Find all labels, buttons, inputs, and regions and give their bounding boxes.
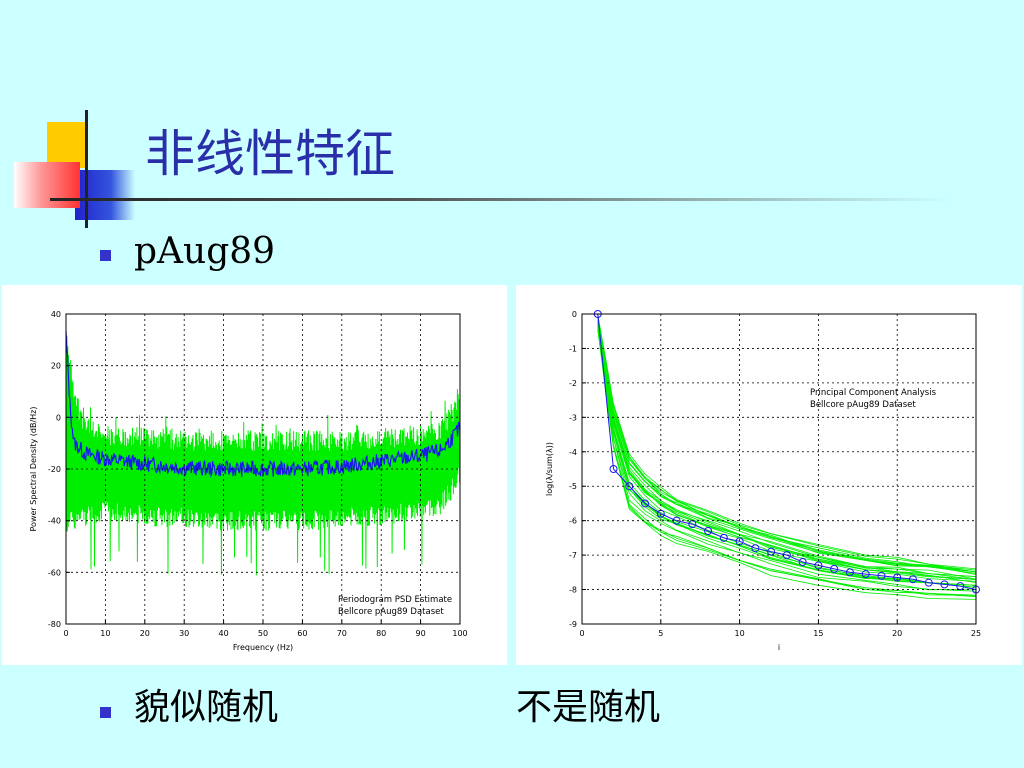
green-pca-curve — [597, 319, 977, 581]
blue-data-point — [924, 578, 933, 587]
x-tick-label: 80 — [376, 629, 386, 638]
x-tick-label: 5 — [658, 629, 663, 638]
bullet-text-seemingly-random: 貌似随机 — [134, 687, 279, 728]
plot-frame — [581, 313, 977, 625]
y-tick-label: -5 — [569, 482, 577, 491]
x-tick-label: 10 — [735, 629, 745, 638]
y-tick-label: -20 — [48, 465, 61, 474]
blue-data-point — [908, 575, 917, 584]
green-pca-curve — [597, 315, 977, 573]
y-tick-label: 40 — [51, 310, 61, 319]
blue-data-point — [641, 499, 650, 508]
x-tick-label: 0 — [63, 629, 68, 638]
blue-data-point — [861, 570, 870, 579]
blue-series-line — [597, 313, 977, 591]
blue-series-line — [65, 331, 461, 478]
green-pca-curve — [597, 317, 977, 573]
slide-title: 非线性特征 — [145, 125, 395, 183]
x-tick-label: 20 — [892, 629, 902, 638]
y-axis-label: log(λ/sum(λ)) — [545, 442, 554, 496]
decor-yellow-square — [47, 122, 85, 168]
green-pca-curve — [597, 328, 977, 596]
pca-chart: 0 5 10 15 20 25 -9 -8 -7 -6 -5 -4 -3 -2 -1 0 i log(λ/sum(… — [545, 310, 981, 652]
green-pca-curve — [597, 326, 977, 591]
blue-data-point — [877, 571, 886, 580]
x-tick-label: 20 — [140, 629, 150, 638]
blue-data-point — [767, 547, 776, 556]
blue-data-point — [719, 533, 728, 542]
blue-data-point — [798, 558, 807, 566]
y-tick-label: -6 — [569, 517, 577, 526]
blue-data-point — [609, 465, 618, 473]
x-tick-label: 70 — [337, 629, 347, 638]
x-tick-label: 60 — [297, 629, 307, 638]
x-tick-label: 50 — [258, 629, 268, 638]
green-pca-curve — [597, 316, 977, 573]
x-tick-label: 100 — [452, 629, 467, 638]
y-tick-label: -2 — [569, 379, 577, 388]
y-tick-label: -3 — [569, 413, 577, 422]
y-tick-label: -1 — [569, 344, 577, 353]
blue-data-point — [845, 568, 854, 577]
blue-data-point — [956, 582, 965, 591]
green-pca-curve — [597, 314, 977, 570]
green-pca-curve — [597, 320, 977, 578]
psd-chart: 0 10 20 30 40 50 60 70 80 90 100 -80 -60 -40 -20 0 20 40 F… — [29, 310, 468, 652]
blue-data-point — [940, 580, 949, 589]
chart-annotation-line1: Periodogram PSD Estimate — [338, 595, 452, 605]
chart-annotation-line2: Bellcore pAug89 Dataset — [338, 607, 444, 617]
x-axis-label: Frequency (Hz) — [233, 643, 293, 652]
chart-annotation-line1: Principal Component Analysis — [810, 388, 937, 398]
y-tick-label: 20 — [51, 362, 61, 371]
bullet-square-icon — [100, 707, 111, 718]
bullet-text-paug89: pAug89 — [134, 231, 276, 272]
chart-annotation-line2: Bellcore pAug89 Dataset — [810, 400, 916, 410]
blue-data-point — [814, 561, 823, 570]
bullet-square-icon — [100, 250, 111, 261]
blue-data-point — [830, 564, 839, 573]
x-tick-label: 10 — [100, 629, 110, 638]
x-tick-label: 15 — [813, 629, 823, 638]
y-tick-label: 0 — [572, 310, 577, 319]
x-tick-label: 30 — [179, 629, 189, 638]
blue-data-point — [704, 527, 713, 535]
blue-data-point — [751, 544, 760, 553]
pca-chart-panel: 0 5 10 15 20 25 -9 -8 -7 -6 -5 -4 -3 -2 -1 0 i log(λ/sum(… — [516, 285, 1022, 665]
x-tick-label: 40 — [219, 629, 229, 638]
green-pca-curve — [597, 318, 977, 580]
y-tick-label: -60 — [48, 568, 61, 577]
x-tick-label: 90 — [416, 629, 426, 638]
y-tick-label: -40 — [48, 517, 61, 526]
bullet-text-not-random: 不是随机 — [516, 687, 661, 728]
decor-blue-square — [75, 170, 135, 220]
y-tick-label: -4 — [569, 448, 577, 457]
green-pca-curve — [597, 329, 977, 600]
y-tick-label: -9 — [569, 620, 577, 629]
psd-chart-panel: 0 10 20 30 40 50 60 70 80 90 100 -80 -60 -40 -20 0 20 40 F… — [2, 285, 507, 665]
y-axis-label: Power Spectral Density (dB/Hz) — [29, 407, 38, 532]
decor-red-square — [14, 162, 80, 208]
y-tick-label: -8 — [569, 586, 577, 595]
x-axis-label: i — [778, 643, 780, 652]
title-underline — [50, 198, 950, 201]
y-tick-label: -7 — [569, 551, 577, 560]
y-tick-label: -80 — [48, 620, 61, 629]
x-tick-label: 0 — [579, 629, 584, 638]
decor-vertical-line — [85, 110, 88, 228]
x-tick-label: 25 — [971, 629, 981, 638]
y-tick-label: 0 — [56, 413, 61, 422]
green-pca-curve — [597, 327, 977, 592]
